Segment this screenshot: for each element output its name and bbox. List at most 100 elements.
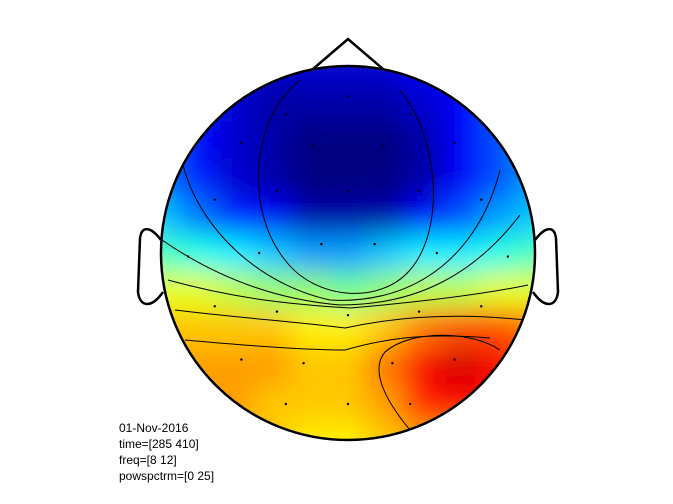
- electrode-marker: [417, 189, 421, 193]
- map-cell: [216, 271, 255, 311]
- electrode-marker: [346, 95, 350, 98]
- electrode-marker: [453, 141, 456, 145]
- map-cell: [517, 83, 535, 123]
- map-cell: [291, 234, 331, 273]
- map-cell: [329, 196, 368, 236]
- map-cell: [291, 83, 331, 123]
- electrode-marker: [302, 361, 305, 365]
- map-cell: [161, 384, 180, 424]
- map-cell: [366, 422, 406, 440]
- map-cell: [291, 66, 331, 85]
- map-cell: [161, 309, 180, 349]
- map-cell: [161, 158, 180, 198]
- map-cell: [253, 422, 293, 440]
- map-cell: [442, 309, 481, 349]
- electrode-marker: [346, 189, 350, 193]
- map-cell: [291, 422, 331, 440]
- electrode-marker: [257, 251, 261, 255]
- map-cell: [442, 347, 481, 386]
- map-cell: [253, 196, 293, 236]
- map-cell: [329, 347, 368, 386]
- map-cell: [366, 83, 406, 123]
- map-cell: [178, 271, 218, 311]
- map-cell: [479, 196, 519, 236]
- map-cell: [404, 158, 444, 198]
- map-cell: [366, 347, 406, 386]
- map-cell: [479, 234, 519, 273]
- map-cell: [216, 309, 255, 349]
- contour-lines: [161, 79, 529, 431]
- electrode-marker: [417, 310, 421, 313]
- contour-line: [167, 279, 529, 309]
- map-cell: [366, 309, 406, 349]
- map-cell: [161, 234, 180, 273]
- map-cell: [253, 309, 293, 349]
- nose-icon: [312, 37, 384, 70]
- map-cell: [161, 66, 180, 85]
- map-cell: [517, 158, 535, 198]
- map-cell: [253, 347, 293, 386]
- left-ear-icon: [136, 228, 165, 306]
- map-cell: [216, 234, 255, 273]
- map-cell: [291, 384, 331, 424]
- map-cell: [404, 121, 444, 160]
- head-outline: [136, 37, 560, 442]
- map-cell: [404, 66, 444, 85]
- map-cell: [161, 83, 180, 123]
- info-text-block: 01-Nov-2016 time=[285 410] freq=[8 12] p…: [119, 420, 214, 484]
- electrode-markers: [186, 95, 510, 406]
- time-label: time=[285 410]: [119, 437, 199, 451]
- electrode-marker: [480, 305, 483, 308]
- electrode-marker: [408, 402, 412, 406]
- map-cell: [442, 121, 481, 160]
- map-cell: [291, 309, 331, 349]
- map-cell: [178, 234, 218, 273]
- electrode-marker: [284, 402, 288, 406]
- map-cell: [479, 66, 519, 85]
- electrode-marker: [240, 358, 243, 361]
- map-cell: [479, 83, 519, 123]
- electrode-marker: [373, 242, 376, 246]
- electrode-marker: [284, 113, 288, 116]
- map-cell: [216, 196, 255, 236]
- map-cell: [479, 422, 519, 440]
- map-cell: [329, 422, 368, 440]
- map-cell: [329, 66, 368, 85]
- electrode-marker: [408, 113, 412, 116]
- map-cell: [291, 196, 331, 236]
- electrode-marker: [320, 242, 323, 246]
- electrode-marker: [453, 358, 456, 361]
- electrode-marker: [213, 305, 216, 308]
- map-cell: [329, 121, 368, 160]
- contour-line: [174, 309, 526, 329]
- electrode-marker: [480, 198, 483, 201]
- map-cell: [517, 121, 535, 160]
- map-cell: [442, 158, 481, 198]
- map-cell: [329, 234, 368, 273]
- map-cell: [253, 66, 293, 85]
- contour-line: [182, 164, 501, 301]
- electrode-marker: [311, 145, 314, 148]
- map-cell: [253, 158, 293, 198]
- map-cell: [517, 422, 535, 440]
- map-cell: [216, 347, 255, 386]
- date-label: 01-Nov-2016: [119, 421, 189, 435]
- map-cell: [404, 196, 444, 236]
- electrode-marker: [391, 361, 394, 365]
- electrode-marker: [346, 313, 350, 317]
- map-cell: [216, 66, 255, 85]
- map-cell: [253, 234, 293, 273]
- map-cell: [442, 66, 481, 85]
- map-cell: [366, 158, 406, 198]
- map-cell: [404, 347, 444, 386]
- freq-label: freq=[8 12]: [119, 453, 177, 467]
- map-cell: [517, 384, 535, 424]
- map-cell: [404, 271, 444, 311]
- powspctrm-label: powspctrm=[0 25]: [119, 469, 215, 483]
- electrode-marker: [435, 251, 439, 255]
- map-cell: [479, 271, 519, 311]
- map-cell: [178, 83, 218, 123]
- map-cell: [216, 422, 255, 440]
- map-cell: [442, 234, 481, 273]
